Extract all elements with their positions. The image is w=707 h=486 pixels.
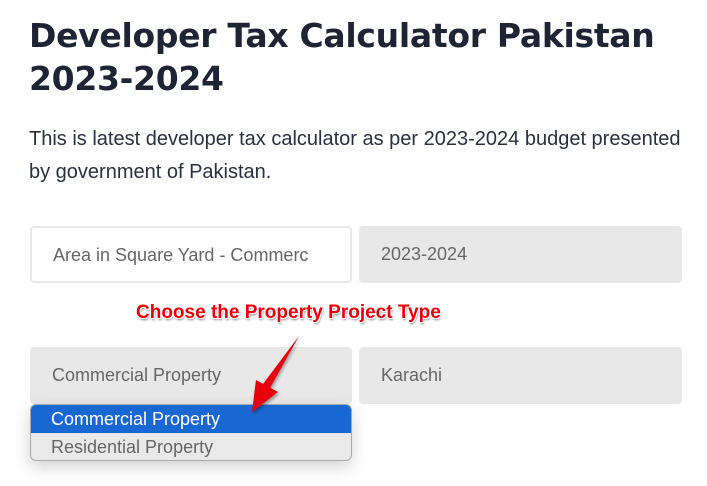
option-commercial-property[interactable]: Commercial Property: [31, 405, 351, 433]
annotation-label: Choose the Property Project Type: [136, 302, 441, 323]
area-input[interactable]: Area in Square Yard - Commerc: [30, 226, 352, 283]
property-type-dropdown: Commercial Property Residential Property: [30, 404, 352, 461]
page-title: Developer Tax Calculator Pakistan 2023-2…: [29, 16, 655, 98]
option-residential-property[interactable]: Residential Property: [51, 437, 214, 457]
page-description: This is latest developer tax calculator …: [29, 128, 681, 183]
city-select[interactable]: Karachi: [359, 347, 682, 404]
tax-year-select[interactable]: 2023-2024: [359, 226, 682, 283]
property-type-select[interactable]: Commercial Property: [30, 347, 352, 404]
